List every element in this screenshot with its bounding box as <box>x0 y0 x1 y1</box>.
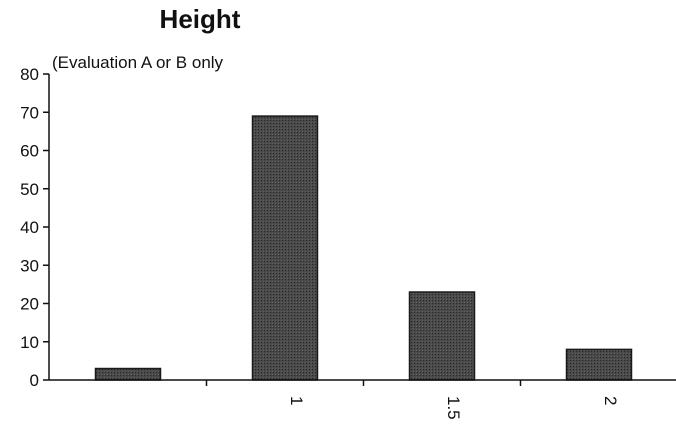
chart-subtitle: (Evaluation A or B only <box>52 53 224 72</box>
y-tick-label: 60 <box>20 142 39 161</box>
chart-title: Height <box>160 4 241 34</box>
y-tick-label: 70 <box>20 103 39 122</box>
y-tick-label: 80 <box>20 65 39 84</box>
y-tick-label: 10 <box>20 333 39 352</box>
bar <box>565 348 633 381</box>
y-tick-label: 30 <box>20 256 39 275</box>
y-tick-label: 20 <box>20 295 39 314</box>
y-axis-ticks: 0 10 20 30 40 50 60 70 80 <box>20 65 49 390</box>
x-axis-ticks: 1 1.5 2 <box>205 380 620 420</box>
bars <box>94 115 633 381</box>
x-tick-label: 1 <box>287 396 306 405</box>
y-tick-label: 50 <box>20 180 39 199</box>
bar <box>94 367 162 381</box>
x-tick-label: 2 <box>601 396 620 405</box>
y-tick-label: 40 <box>20 218 39 237</box>
bar <box>408 291 476 381</box>
y-tick-label: 0 <box>30 371 39 390</box>
bar <box>251 115 319 381</box>
x-tick-label: 1.5 <box>444 396 463 420</box>
